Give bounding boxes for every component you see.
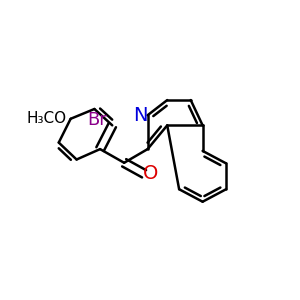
Text: Br: Br (87, 111, 107, 129)
Text: O: O (143, 164, 158, 183)
Text: H₃CO: H₃CO (27, 111, 67, 126)
Text: N: N (133, 106, 147, 125)
